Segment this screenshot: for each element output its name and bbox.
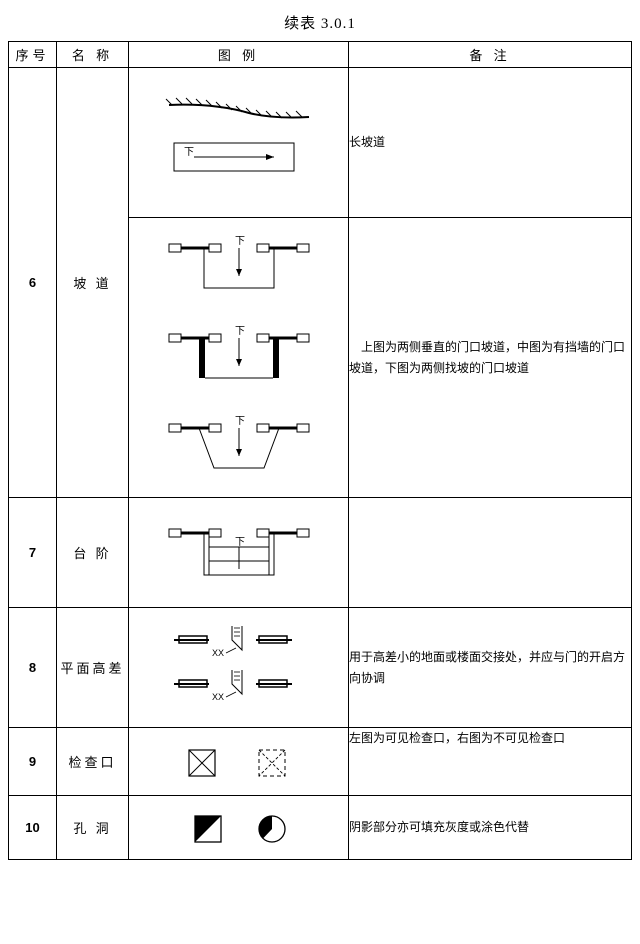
row9-name: 检查口: [57, 728, 129, 796]
table-row: 7 台 阶 下: [9, 498, 632, 608]
row6-seq: 6: [9, 68, 57, 498]
row10-fig: [129, 796, 349, 860]
level-diff-icon: XX XX: [164, 618, 314, 718]
svg-text:下: 下: [184, 147, 194, 158]
row9-note: 左图为可见检查口，右图为不可见检查口: [349, 728, 632, 796]
row8-note: 用于高差小的地面或楼面交接处，并应与门的开启方向协调: [349, 608, 632, 728]
row10-name: 孔 洞: [57, 796, 129, 860]
row6-name: 坡 道: [57, 68, 129, 498]
header-row: 序号 名 称 图 例 备 注: [9, 42, 632, 68]
table-row: 10 孔 洞 阴影部分亦可填充灰度或涂色代替: [9, 796, 632, 860]
hole-icon: [159, 806, 319, 850]
table-title: 续表 3.0.1: [8, 12, 632, 33]
row7-seq: 7: [9, 498, 57, 608]
row8-seq: 8: [9, 608, 57, 728]
table-row: 9 检查口 左图为可见检查口，右图为不可见检查口: [9, 728, 632, 796]
svg-text:下: 下: [235, 326, 245, 337]
row8-fig: XX XX: [129, 608, 349, 728]
svg-text:下: 下: [235, 416, 245, 427]
row9-fig: [129, 728, 349, 796]
svg-text:XX: XX: [212, 648, 224, 658]
row10-seq: 10: [9, 796, 57, 860]
header-fig: 图 例: [129, 42, 349, 68]
row6-fig2: 下: [129, 218, 349, 498]
row7-name: 台 阶: [57, 498, 129, 608]
ramp-long-icon: 下: [154, 83, 324, 203]
header-seq: 序号: [9, 42, 57, 68]
row7-note: [349, 498, 632, 608]
header-note: 备 注: [349, 42, 632, 68]
row8-name: 平面高差: [57, 608, 129, 728]
svg-text:XX: XX: [212, 692, 224, 702]
symbols-table: 序号 名 称 图 例 备 注 6 坡 道: [8, 41, 632, 860]
svg-text:下: 下: [235, 236, 245, 247]
door-ramps-icon: 下: [149, 228, 329, 488]
row6-note2: 上图为两侧垂直的门口坡道，中图为有挡墙的门口坡道，下图为两侧找坡的门口坡道: [349, 218, 632, 498]
table-row: 6 坡 道: [9, 68, 632, 218]
inspection-icon: [159, 740, 319, 784]
row6-note1: 长坡道: [349, 68, 632, 218]
header-name: 名 称: [57, 42, 129, 68]
svg-text:下: 下: [235, 537, 245, 548]
row7-fig: 下: [129, 498, 349, 608]
row10-note: 阴影部分亦可填充灰度或涂色代替: [349, 796, 632, 860]
table-row: 8 平面高差 XX: [9, 608, 632, 728]
row6-fig1: 下: [129, 68, 349, 218]
row9-seq: 9: [9, 728, 57, 796]
steps-icon: 下: [149, 513, 329, 593]
